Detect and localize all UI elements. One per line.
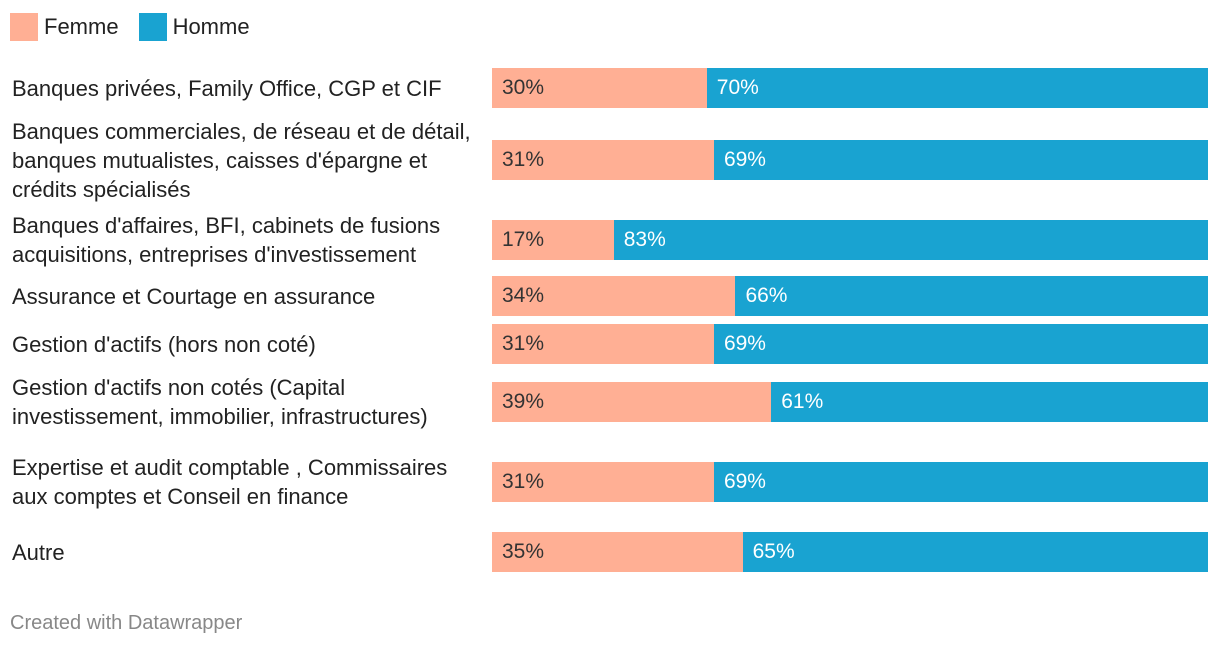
category-label: Autre [12, 539, 65, 565]
data-label-femme: 39% [502, 390, 545, 413]
category-label: Banques d'affaires, BFI, cabinets de fus… [12, 213, 441, 267]
category-label: Banques commerciales, de réseau et de dé… [12, 118, 471, 202]
category-label: Expertise et audit comptable , Commissai… [12, 455, 448, 509]
data-label-femme: 17% [502, 228, 545, 251]
bar-segment-femme [492, 532, 743, 572]
bar-segment-homme [713, 462, 1208, 502]
data-label-homme: 65% [752, 540, 795, 563]
legend-label: Femme [44, 14, 119, 39]
data-label-homme: 69% [723, 332, 766, 355]
bar-segment-homme [613, 220, 1208, 260]
bar-segment-homme [706, 68, 1208, 108]
legend-item-femme: Femme [10, 13, 119, 41]
bar-segment-femme [492, 68, 707, 108]
data-label-homme: 66% [745, 284, 788, 307]
bar-segment-femme [492, 462, 714, 502]
bar-segment-homme [771, 382, 1208, 422]
legend-label: Homme [172, 14, 250, 39]
data-label-femme: 34% [502, 284, 545, 307]
datawrapper-credit: Created with Datawrapper [10, 612, 243, 634]
data-label-homme: 69% [723, 148, 766, 171]
legend-swatch [138, 13, 167, 41]
legend-item-homme: Homme [138, 13, 250, 41]
category-label: Assurance et Courtage en assurance [12, 283, 376, 309]
data-label-homme: 69% [723, 470, 766, 493]
bar-segment-homme [735, 276, 1208, 316]
bar-segment-homme [713, 324, 1208, 364]
data-label-homme: 61% [781, 390, 824, 413]
bar-segment-femme [492, 220, 614, 260]
data-label-femme: 31% [502, 470, 545, 493]
data-label-homme: 70% [716, 76, 759, 99]
category-label: Gestion d'actifs non cotés (Capital inve… [12, 375, 428, 429]
bar-segment-femme [492, 324, 714, 364]
bar-segment-femme [492, 276, 736, 316]
bar-segment-femme [492, 140, 714, 180]
legend-swatch [10, 13, 38, 41]
data-label-homme: 83% [623, 228, 666, 251]
category-label: Banques privées, Family Office, CGP et C… [12, 75, 442, 101]
category-label: Gestion d'actifs (hors non coté) [12, 331, 316, 357]
bar-segment-homme [742, 532, 1208, 572]
data-label-femme: 35% [502, 540, 545, 563]
data-label-femme: 31% [502, 148, 545, 171]
data-label-femme: 30% [502, 76, 545, 99]
data-label-femme: 31% [502, 332, 545, 355]
chart-legend: Femme Homme [10, 12, 270, 42]
bar-segment-homme [713, 140, 1208, 180]
bar-segment-femme [492, 382, 772, 422]
